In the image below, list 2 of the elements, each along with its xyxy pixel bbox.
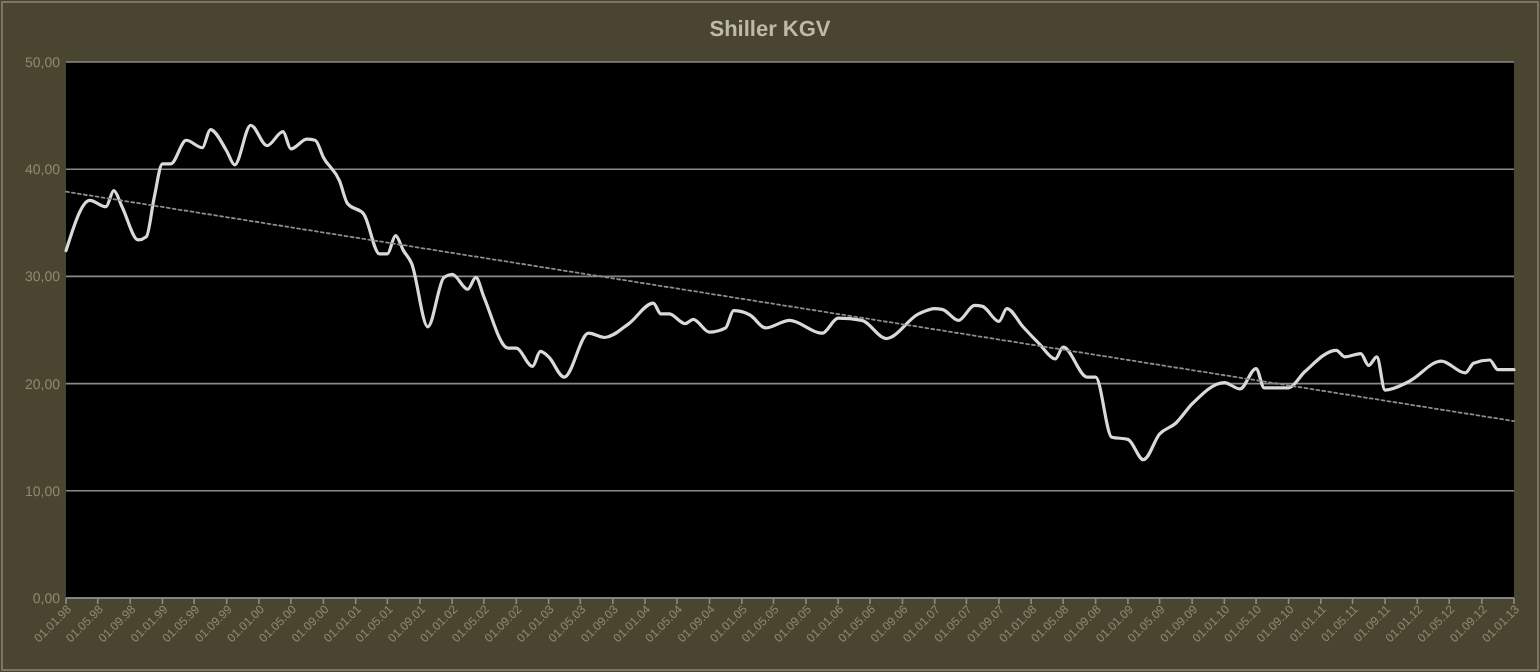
chart-title: Shiller KGV [709,18,832,42]
line-series [64,123,1516,462]
